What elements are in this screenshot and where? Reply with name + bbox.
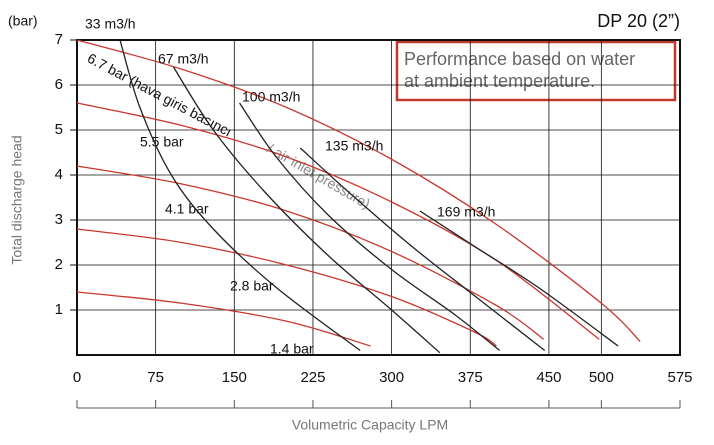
y-tick-label: 6 [55, 76, 63, 93]
y-tick-label: 2 [55, 256, 63, 273]
series-label: 67 m3/h [158, 51, 209, 67]
x-axis-label: Volumetric Capacity LPM [292, 417, 448, 433]
x-tick-label: 575 [667, 369, 692, 386]
curve [419, 210, 619, 347]
y-tick-label: 1 [55, 301, 63, 318]
plot-frame [76, 39, 681, 356]
x-tick-label: 0 [73, 369, 81, 386]
curve [239, 102, 501, 352]
chart-title: DP 20 (2”) [597, 11, 680, 31]
series-label: 169 m3/h [437, 204, 495, 220]
curve [76, 165, 545, 340]
curve [299, 147, 546, 352]
curve [76, 102, 600, 340]
curve [76, 291, 371, 347]
x-tick-label: 450 [536, 369, 561, 386]
series-label: 100 m3/h [242, 89, 300, 105]
y-axis-label: Total discharge head [9, 135, 25, 264]
curve [76, 228, 497, 347]
y-tick-label: 4 [55, 166, 63, 183]
x-tick-label: 150 [222, 369, 247, 386]
series-label: 4.1 bar [165, 201, 209, 217]
y-unit: (bar) [8, 13, 38, 29]
note-box [395, 40, 677, 102]
series-label: 2.8 bar [230, 278, 274, 294]
x-tick-label: 300 [379, 369, 404, 386]
y-tick-label: 3 [55, 211, 63, 228]
y-tick-label: 7 [55, 31, 63, 48]
series-label: 5.5 bar [140, 134, 184, 150]
curve [119, 39, 361, 352]
x-tick-label: 225 [300, 369, 325, 386]
note-text: at ambient temperature. [404, 71, 595, 91]
x-tick-label: 75 [147, 369, 164, 386]
series-label: 33 m3/h [85, 16, 136, 32]
series-label: 1.4 bar [270, 341, 314, 357]
x-tick-label: 500 [589, 369, 614, 386]
curve [76, 39, 641, 342]
note-text: Performance based on water [404, 49, 635, 69]
y-tick-label: 5 [55, 121, 63, 138]
curve [172, 66, 441, 354]
series-label: 135 m3/h [325, 138, 383, 154]
x-tick-label: 375 [458, 369, 483, 386]
